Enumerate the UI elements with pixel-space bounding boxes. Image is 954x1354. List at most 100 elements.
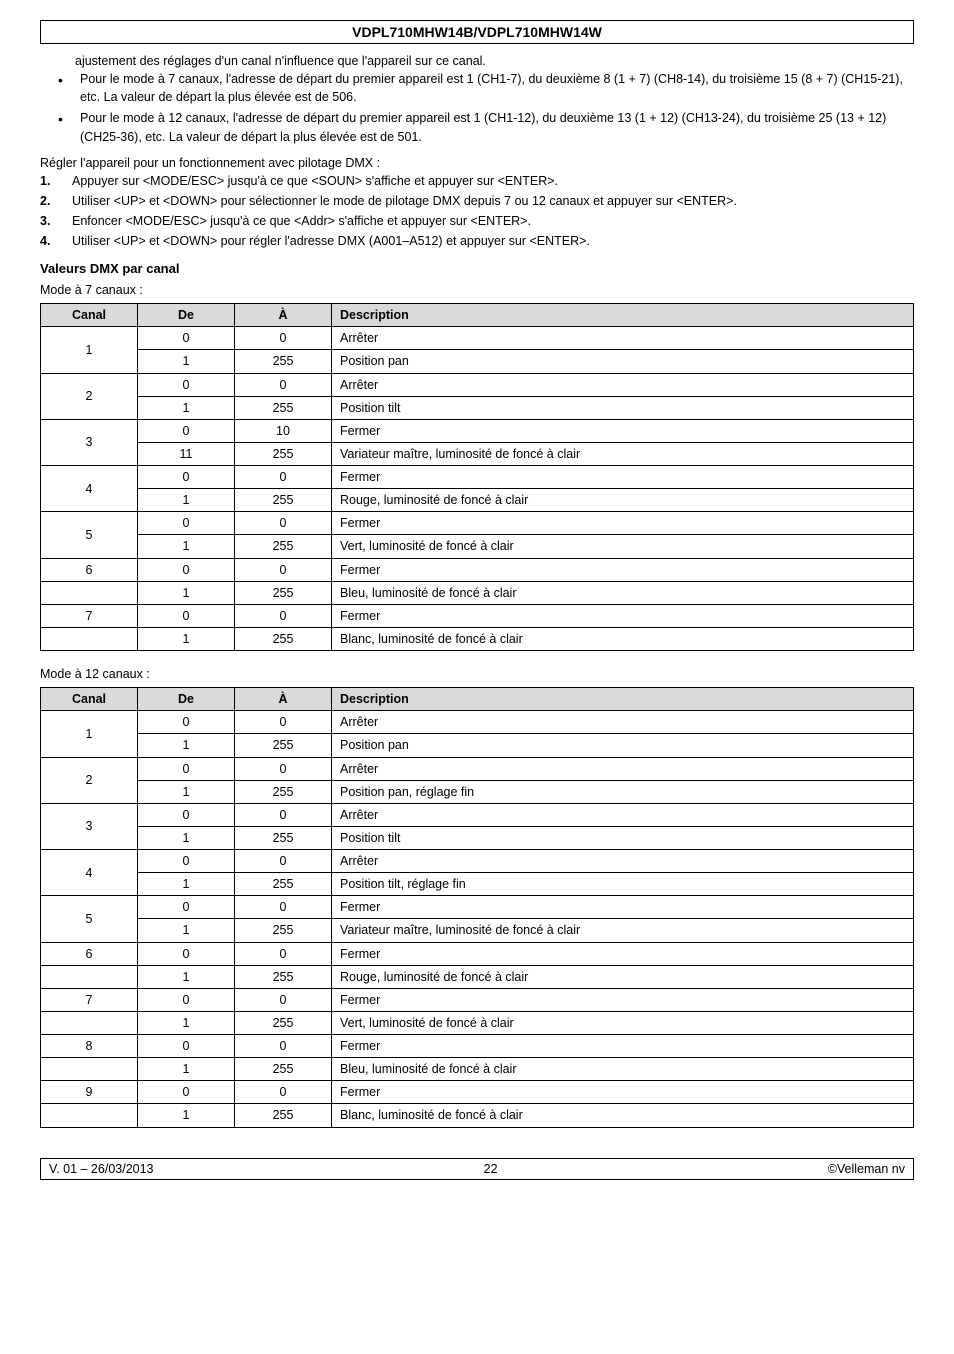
cell-a: 0 — [235, 803, 332, 826]
cell-a: 0 — [235, 850, 332, 873]
table-row: 300Arrêter — [41, 803, 914, 826]
steps-list: 1. Appuyer sur <MODE/ESC> jusqu'à ce que … — [40, 172, 914, 251]
cell-canal: 8 — [41, 1035, 138, 1058]
table-row: 500Fermer — [41, 896, 914, 919]
cell-desc: Fermer — [332, 604, 914, 627]
cell-de: 1 — [138, 826, 235, 849]
cell-a: 0 — [235, 466, 332, 489]
cell-canal: 3 — [41, 419, 138, 465]
table-row: 700Fermer — [41, 604, 914, 627]
cell-desc: Rouge, luminosité de foncé à clair — [332, 489, 914, 512]
step-number: 4. — [40, 232, 50, 250]
cell-a: 255 — [235, 442, 332, 465]
table-row: 1255Blanc, luminosité de foncé à clair — [41, 1104, 914, 1127]
table-row: 400Fermer — [41, 466, 914, 489]
cell-de: 0 — [138, 988, 235, 1011]
cell-desc: Fermer — [332, 1081, 914, 1104]
table-row: 1255Position pan, réglage fin — [41, 780, 914, 803]
table-row: 3010Fermer — [41, 419, 914, 442]
step-text: Utiliser <UP> et <DOWN> pour régler l'ad… — [72, 234, 590, 248]
cell-desc: Fermer — [332, 512, 914, 535]
cell-de: 0 — [138, 896, 235, 919]
bullet-item: Pour le mode à 7 canaux, l'adresse de dé… — [58, 70, 914, 106]
cell-canal: 2 — [41, 757, 138, 803]
cell-a: 0 — [235, 512, 332, 535]
footer-left: V. 01 – 26/03/2013 — [49, 1162, 154, 1176]
cell-desc: Fermer — [332, 896, 914, 919]
cell-desc: Fermer — [332, 988, 914, 1011]
cell-canal — [41, 581, 138, 604]
valeurs-title: Valeurs DMX par canal — [40, 260, 914, 279]
table-row: 700Fermer — [41, 988, 914, 1011]
cell-a: 0 — [235, 988, 332, 1011]
cell-desc: Variateur maître, luminosité de foncé à … — [332, 442, 914, 465]
cell-de: 1 — [138, 965, 235, 988]
cell-desc: Position tilt — [332, 826, 914, 849]
cell-desc: Arrêter — [332, 373, 914, 396]
cell-a: 0 — [235, 327, 332, 350]
cell-de: 0 — [138, 711, 235, 734]
table-row: 100Arrêter — [41, 711, 914, 734]
cell-de: 0 — [138, 1035, 235, 1058]
cell-canal: 4 — [41, 466, 138, 512]
step-text: Enfoncer <MODE/ESC> jusqu'à ce que <Addr… — [72, 214, 531, 228]
step-number: 1. — [40, 172, 50, 190]
cell-a: 255 — [235, 581, 332, 604]
cell-de: 1 — [138, 780, 235, 803]
cell-a: 255 — [235, 396, 332, 419]
cell-a: 255 — [235, 873, 332, 896]
cell-desc: Fermer — [332, 419, 914, 442]
cell-de: 0 — [138, 803, 235, 826]
cell-canal — [41, 627, 138, 650]
bullet-list: Pour le mode à 7 canaux, l'adresse de dé… — [40, 70, 914, 146]
cell-a: 0 — [235, 711, 332, 734]
cell-canal: 1 — [41, 327, 138, 373]
cell-desc: Arrêter — [332, 327, 914, 350]
cell-de: 0 — [138, 466, 235, 489]
cell-desc: Position pan — [332, 350, 914, 373]
cell-desc: Arrêter — [332, 850, 914, 873]
table-row: 1255Position tilt, réglage fin — [41, 873, 914, 896]
cell-canal: 6 — [41, 942, 138, 965]
step-item: 2.Utiliser <UP> et <DOWN> pour sélection… — [40, 192, 914, 210]
cell-a: 255 — [235, 734, 332, 757]
cell-canal: 1 — [41, 711, 138, 757]
table-row: 400Arrêter — [41, 850, 914, 873]
cell-de: 1 — [138, 873, 235, 896]
cell-canal: 9 — [41, 1081, 138, 1104]
intro-line: ajustement des réglages d'un canal n'inf… — [75, 52, 914, 70]
step-number: 2. — [40, 192, 50, 210]
cell-canal: 5 — [41, 896, 138, 942]
table-row: 200Arrêter — [41, 373, 914, 396]
table-row: 1255Variateur maître, luminosité de fonc… — [41, 919, 914, 942]
cell-desc: Blanc, luminosité de foncé à clair — [332, 1104, 914, 1127]
cell-canal — [41, 1058, 138, 1081]
step-text: Appuyer sur <MODE/ESC> jusqu'à ce que <S… — [72, 174, 558, 188]
col-a: À — [235, 688, 332, 711]
cell-canal: 2 — [41, 373, 138, 419]
cell-desc: Vert, luminosité de foncé à clair — [332, 535, 914, 558]
cell-canal: 7 — [41, 988, 138, 1011]
col-canal: Canal — [41, 688, 138, 711]
cell-de: 1 — [138, 396, 235, 419]
cell-desc: Arrêter — [332, 803, 914, 826]
cell-desc: Arrêter — [332, 757, 914, 780]
cell-desc: Fermer — [332, 558, 914, 581]
footer-center: 22 — [484, 1162, 498, 1176]
cell-de: 0 — [138, 757, 235, 780]
cell-de: 0 — [138, 850, 235, 873]
cell-canal — [41, 1011, 138, 1034]
cell-canal: 4 — [41, 850, 138, 896]
cell-a: 0 — [235, 1081, 332, 1104]
mode12-label: Mode à 12 canaux : — [40, 665, 914, 683]
table-row: 1255Vert, luminosité de foncé à clair — [41, 1011, 914, 1034]
cell-canal — [41, 1104, 138, 1127]
table-12-canaux: Canal De À Description 100Arrêter1255Pos… — [40, 687, 914, 1127]
table-row: 1255Position tilt — [41, 396, 914, 419]
cell-de: 1 — [138, 581, 235, 604]
col-canal: Canal — [41, 304, 138, 327]
footer: V. 01 – 26/03/2013 22 ©Velleman nv — [40, 1158, 914, 1180]
table-row: 600Fermer — [41, 558, 914, 581]
cell-a: 255 — [235, 1058, 332, 1081]
cell-de: 1 — [138, 627, 235, 650]
